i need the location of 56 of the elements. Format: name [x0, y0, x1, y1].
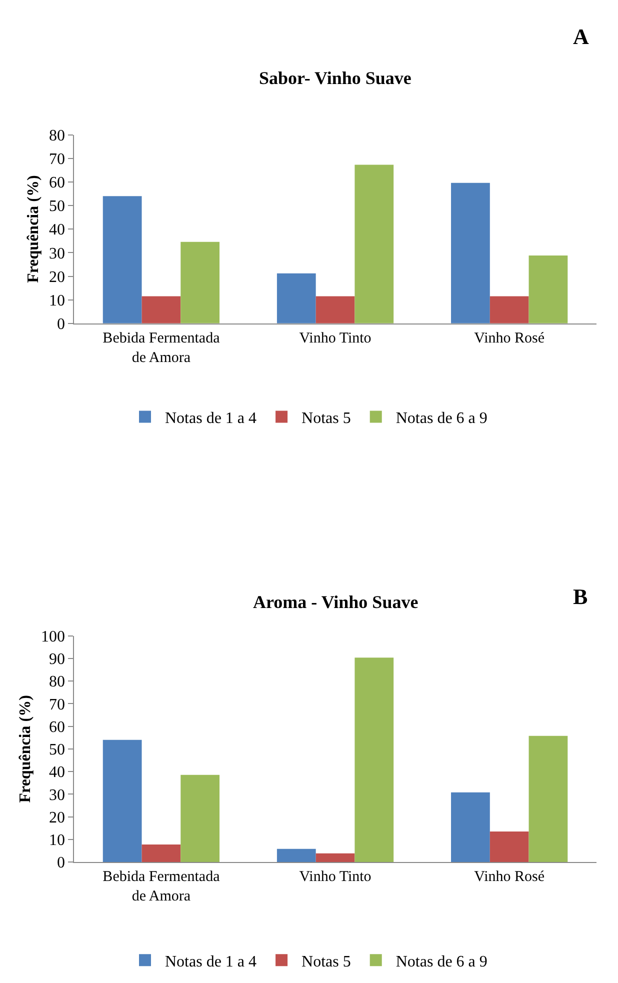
y-axis-title: Frequência (%) — [16, 695, 34, 803]
bar — [451, 182, 490, 324]
x-tick-label: Vinho Rosé — [474, 868, 545, 885]
legend-label: Notas 5 — [302, 953, 351, 970]
x-tick-label: Bebida Fermentada de Amora — [102, 330, 220, 366]
y-tick-label: 40 — [48, 222, 65, 239]
legend-label: Notas de 6 a 9 — [396, 953, 488, 970]
bar — [102, 740, 142, 862]
legend-label: Notas de 1 a 4 — [165, 410, 257, 427]
y-tick-label: 30 — [48, 786, 65, 804]
y-tick-label: 60 — [48, 718, 65, 736]
y-tick-label: 70 — [48, 696, 65, 714]
y-tick-label: 90 — [48, 651, 65, 668]
chart-title: Aroma - Vinho Suave — [253, 592, 418, 612]
bar — [490, 831, 529, 862]
x-tick-label: Vinho Tinto — [299, 868, 372, 885]
bar — [102, 196, 142, 324]
bar — [180, 242, 220, 324]
bar — [142, 296, 181, 324]
y-tick-label: 20 — [48, 268, 65, 286]
y-tick-label: 100 — [40, 628, 65, 646]
y-tick-label: 60 — [48, 174, 65, 192]
y-tick-label: 10 — [48, 292, 65, 310]
y-tick-label: 0 — [56, 854, 65, 872]
y-axis-title: Frequência (%) — [24, 175, 42, 283]
y-tick-label: 80 — [48, 674, 65, 691]
bar — [354, 658, 394, 862]
y-tick-label: 20 — [48, 809, 65, 826]
bar — [276, 273, 316, 324]
bar — [316, 296, 355, 324]
y-tick-label: 70 — [48, 150, 65, 168]
y-tick-label: 10 — [48, 832, 65, 849]
y-tick-label: 40 — [48, 764, 65, 782]
legend-label: Notas 5 — [302, 410, 351, 427]
legend-label: Notas de 1 a 4 — [165, 953, 257, 970]
bar — [528, 256, 568, 324]
bar — [276, 848, 316, 862]
x-tick-label: Vinho Rosé — [474, 330, 545, 346]
bar — [451, 792, 490, 862]
y-tick-label: 50 — [48, 198, 65, 216]
text: B — [573, 584, 588, 609]
x-tick-label: Bebida Fermentada de Amora — [102, 868, 220, 904]
bar — [142, 844, 181, 862]
legend-label: Notas de 6 a 9 — [396, 410, 488, 427]
y-tick-label: 30 — [48, 245, 65, 262]
bar — [528, 736, 568, 862]
bar — [316, 853, 355, 862]
bar — [180, 774, 220, 862]
y-tick-label: 0 — [56, 316, 65, 334]
x-tick-label: Vinho Tinto — [299, 330, 372, 346]
chart-title: Sabor- Vinho Suave — [259, 68, 412, 88]
y-tick-label: 50 — [48, 742, 65, 759]
y-tick-label: 80 — [48, 127, 65, 144]
bar — [490, 296, 529, 324]
text: A — [573, 24, 589, 49]
bar — [354, 164, 394, 324]
